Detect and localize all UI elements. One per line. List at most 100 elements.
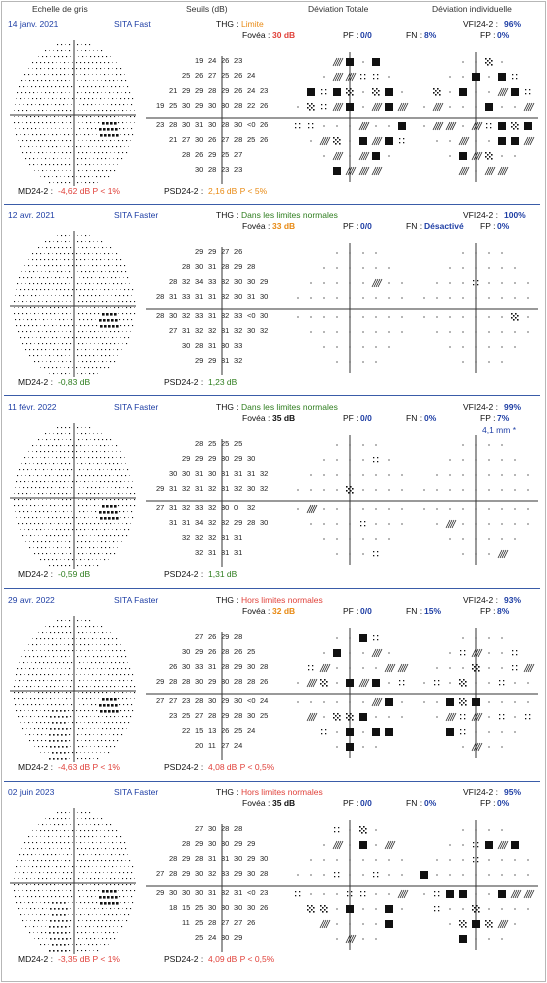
threshold-value: 31 <box>234 548 242 557</box>
deviation-mark <box>488 859 490 861</box>
deviation-mark <box>307 905 315 913</box>
md-label: MD24-2 : <box>18 762 53 772</box>
deviation-mark <box>297 508 299 510</box>
deviation-mark <box>449 316 451 318</box>
threshold-value: 24 <box>247 86 255 95</box>
threshold-value: 11 <box>182 918 190 927</box>
deviation-mark <box>349 523 351 525</box>
threshold-value: 32 <box>208 503 216 512</box>
deviation-mark <box>375 859 377 861</box>
deviation-mark <box>333 137 341 145</box>
deviation-mark <box>488 523 490 525</box>
exam-date: 02 juin 2023 <box>8 787 55 797</box>
deviation-mark <box>449 844 451 846</box>
deviation-mark <box>458 166 470 176</box>
deviation-mark <box>388 316 390 318</box>
deviation-mark <box>336 637 338 639</box>
fovea-label: Fovéa : <box>242 413 271 423</box>
vfi-value: 99% <box>504 402 522 412</box>
deviation-mark <box>462 746 464 748</box>
deviation-mark <box>501 859 503 861</box>
fp-value: 0% <box>497 30 510 40</box>
deviation-mark <box>375 746 377 748</box>
fn-label: FN : <box>406 221 423 231</box>
fn-value: 0% <box>424 798 437 808</box>
threshold-value: 26 <box>195 71 203 80</box>
deviation-mark <box>347 891 353 897</box>
deviation-mark <box>475 637 477 639</box>
deviation-mark <box>346 103 354 111</box>
fp-label: FP : <box>480 30 496 40</box>
deviation-mark <box>462 489 464 491</box>
deviation-mark <box>345 934 357 944</box>
threshold-plot: 29 29 27 26 28 30 31 28 29 28 28 32 34 33 32 30 30 29 28 31… <box>146 247 292 375</box>
threshold-value: 30 <box>182 647 190 656</box>
threshold-value: 32 <box>234 326 242 335</box>
deviation-mark <box>514 331 516 333</box>
threshold-value: 28 <box>247 262 255 271</box>
deviation-mark <box>485 920 493 928</box>
deviation-mark <box>349 444 351 446</box>
deviation-mark <box>375 331 377 333</box>
deviation-mark <box>323 874 325 876</box>
deviation-mark <box>445 519 457 529</box>
threshold-value: 24 <box>234 741 242 750</box>
deviation-mark <box>375 844 377 846</box>
deviation-mark <box>462 637 464 639</box>
fn-value: Désactivé <box>424 221 464 231</box>
deviation-mark <box>512 665 518 671</box>
deviation-mark <box>323 297 325 299</box>
vfi-label: VFI24-2 : <box>463 19 498 29</box>
threshold-value: 30 <box>208 824 216 833</box>
deviation-mark <box>349 252 351 254</box>
deviation-mark <box>527 282 529 284</box>
pf-label: PF : <box>343 798 359 808</box>
deviation-mark <box>401 508 403 510</box>
threshold-value: 31 <box>247 292 255 301</box>
threshold-value: 31 <box>195 469 203 478</box>
deviation-mark <box>436 282 438 284</box>
deviation-mark <box>449 267 451 269</box>
threshold-value: 31 <box>208 341 216 350</box>
deviation-mark <box>514 474 516 476</box>
exam-date: 14 janv. 2021 <box>8 19 59 29</box>
pf-label: PF : <box>343 606 359 616</box>
deviation-mark <box>373 457 379 463</box>
deviation-mark <box>501 346 503 348</box>
threshold-value: 28 <box>234 101 242 110</box>
deviation-mark <box>359 137 367 145</box>
deviation-mark <box>423 508 425 510</box>
deviation-mark <box>423 701 425 703</box>
fovea-value: 30 dB <box>272 30 296 40</box>
deviation-mark <box>349 667 351 669</box>
deviation-mark <box>372 728 380 736</box>
deviation-mark <box>514 106 516 108</box>
threshold-value: 29 <box>260 277 268 286</box>
threshold-value: 28 <box>221 262 229 271</box>
pf-value: 0/0 <box>360 221 372 231</box>
threshold-value: 28 <box>195 341 203 350</box>
psd-label: PSD24-2 : <box>164 762 204 772</box>
threshold-value: 31 <box>221 469 229 478</box>
deviation-mark <box>320 679 328 687</box>
deviation-mark <box>349 859 351 861</box>
deviation-mark <box>485 58 493 66</box>
deviation-mark <box>358 166 370 176</box>
threshold-value: 30 <box>208 696 216 705</box>
vfi-value: 96% <box>504 19 522 29</box>
deviation-mark <box>501 667 503 669</box>
threshold-value: 25 <box>234 439 242 448</box>
threshold-value: 23 <box>260 86 268 95</box>
deviation-mark <box>488 489 490 491</box>
deviation-mark <box>371 166 383 176</box>
deviation-mark <box>472 920 480 928</box>
pf-value: 0/0 <box>360 30 372 40</box>
deviation-mark <box>388 474 390 476</box>
threshold-value: 26 <box>260 120 268 129</box>
threshold-value: 26 <box>260 677 268 686</box>
deviation-mark <box>475 874 477 876</box>
deviation-mark <box>459 679 467 687</box>
deviation-mark <box>336 553 338 555</box>
deviation-mark <box>498 137 506 145</box>
deviation-mark <box>488 908 490 910</box>
